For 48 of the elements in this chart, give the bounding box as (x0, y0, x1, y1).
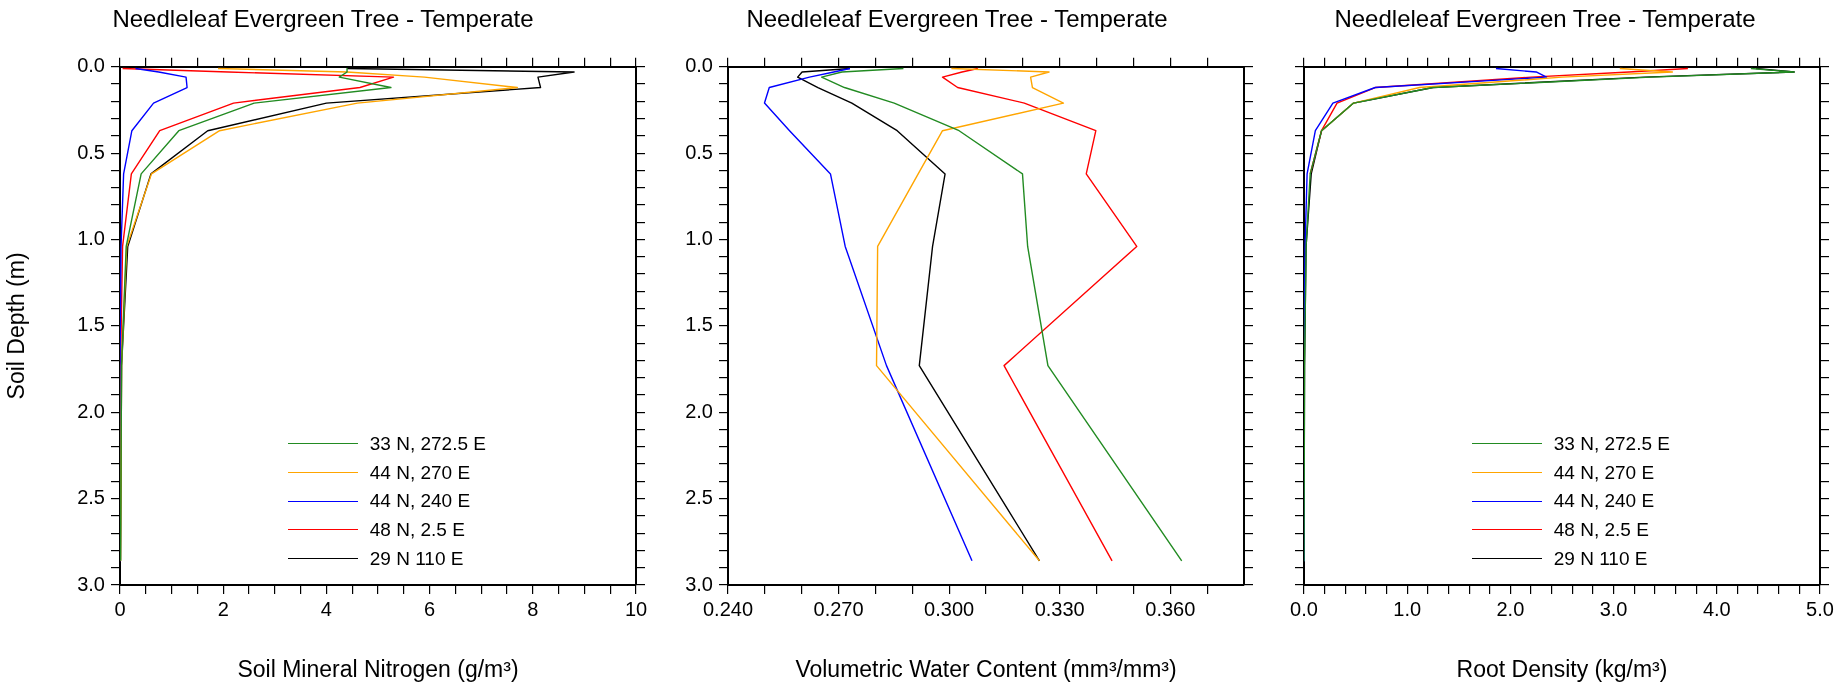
legend-label: 33 N, 272.5 E (1553, 432, 1670, 455)
x-tick-label: 3.0 (1599, 597, 1628, 620)
y-tick-label: 0.5 (77, 140, 105, 163)
legend-label: 48 N, 2.5 E (1553, 518, 1649, 541)
x-tick-label: 0.0 (1290, 597, 1318, 620)
x-tick-label: 0.300 (924, 597, 975, 620)
x-axis-title: Root Density (kg/m³) (1456, 655, 1668, 682)
y-tick-label: 0.0 (685, 54, 713, 77)
y-tick-label: 1.5 (77, 313, 105, 336)
x-tick-label: 0.330 (1034, 597, 1085, 620)
y-axis-title: Soil Depth (m) (3, 252, 30, 400)
chart-title: Needleleaf Evergreen Tree - Temperate (1334, 5, 1756, 33)
y-tick-label: 2.5 (77, 486, 105, 509)
y-tick-label: 1.5 (685, 313, 713, 336)
y-tick-label: 2.5 (685, 486, 713, 509)
x-tick-label: 5.0 (1806, 597, 1834, 620)
y-tick-label: 3.0 (685, 572, 713, 595)
x-tick-label: 10 (624, 597, 648, 620)
legend-label: 48 N, 2.5 E (369, 518, 465, 541)
chart-title: Needleleaf Evergreen Tree - Temperate (746, 5, 1168, 33)
y-tick-label: 0.5 (685, 140, 713, 163)
x-tick-label: 4 (320, 597, 332, 620)
x-axis-title: Soil Mineral Nitrogen (g/m³) (237, 655, 519, 682)
legend-label: 29 N 110 E (1553, 547, 1648, 570)
x-axis-title: Volumetric Water Content (mm³/mm³) (795, 655, 1177, 682)
x-tick-label: 4.0 (1702, 597, 1731, 620)
y-tick-label: 2.0 (685, 399, 713, 422)
x-tick-label: 0.360 (1145, 597, 1196, 620)
chart-title: Needleleaf Evergreen Tree - Temperate (112, 5, 534, 33)
legend-label: 29 N 110 E (369, 547, 464, 570)
x-tick-label: 2.0 (1496, 597, 1525, 620)
y-tick-label: 1.0 (77, 227, 105, 250)
y-tick-label: 1.0 (685, 227, 713, 250)
y-tick-label: 0.0 (77, 54, 105, 77)
x-tick-label: 0.270 (813, 597, 864, 620)
legend-label: 44 N, 240 E (1553, 490, 1655, 513)
legend-label: 44 N, 270 E (369, 461, 471, 484)
x-tick-label: 2 (217, 597, 229, 620)
y-tick-label: 3.0 (77, 572, 105, 595)
legend-label: 44 N, 240 E (369, 490, 471, 513)
x-tick-label: 0.240 (702, 597, 754, 620)
x-tick-label: 6 (424, 597, 436, 620)
y-tick-label: 2.0 (77, 399, 105, 422)
x-tick-label: 1.0 (1393, 597, 1422, 620)
x-tick-label: 0 (114, 597, 126, 620)
legend-label: 44 N, 270 E (1553, 461, 1655, 484)
x-tick-label: 8 (527, 597, 539, 620)
legend-label: 33 N, 272.5 E (369, 432, 486, 455)
